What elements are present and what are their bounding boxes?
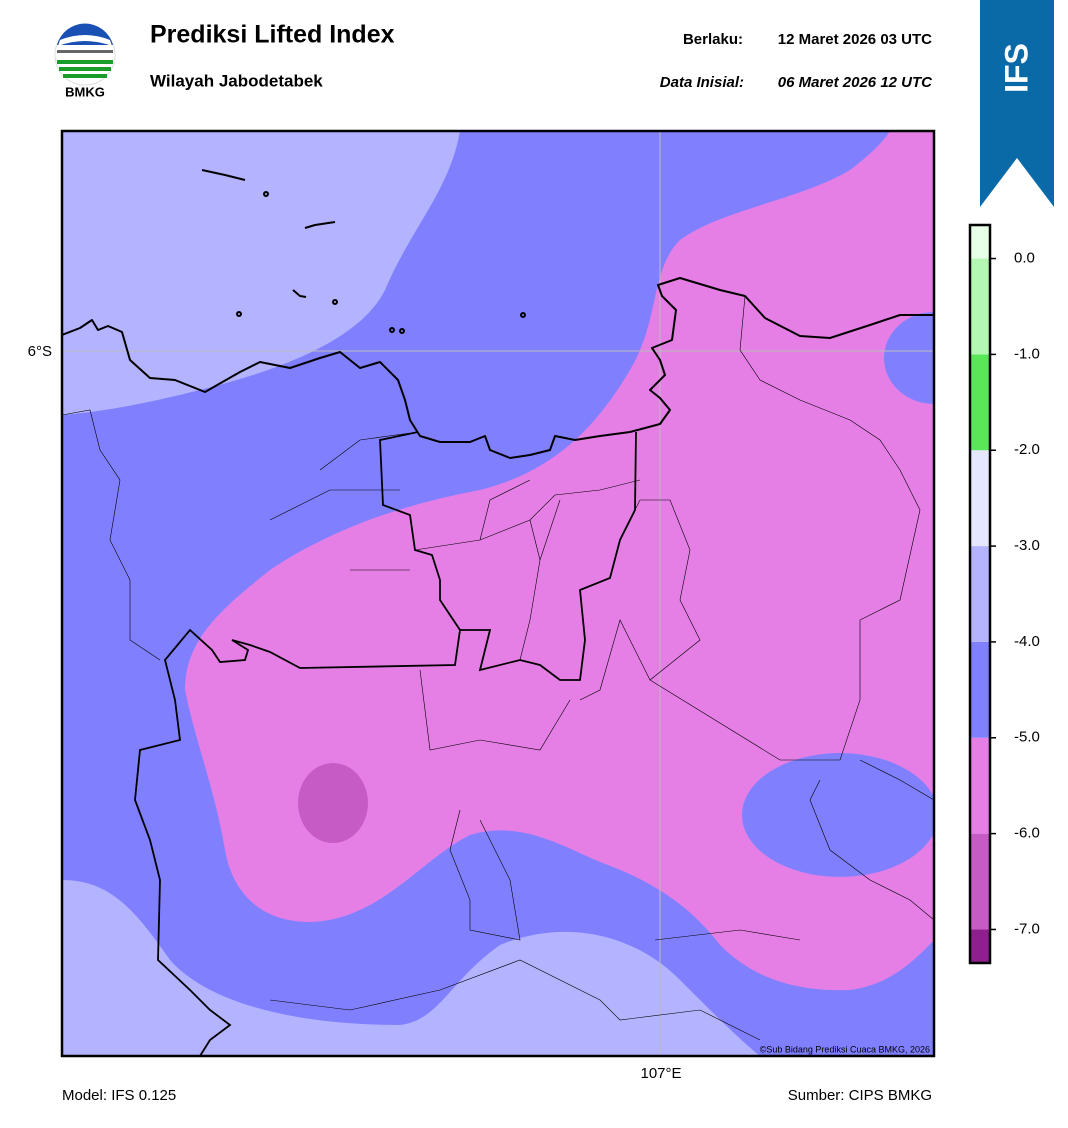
- colorbar-tick-label: -7.0: [1014, 920, 1040, 937]
- subtitle: Wilayah Jabodetabek: [150, 71, 323, 90]
- colorbar-band: [970, 354, 990, 451]
- regency-border: [62, 295, 934, 1041]
- field-region: [185, 131, 934, 991]
- island: [389, 327, 395, 333]
- colorbar-band: [970, 225, 990, 259]
- island: [332, 299, 338, 305]
- badge-text: IFS: [998, 43, 1034, 93]
- colorbar-band: [970, 737, 990, 834]
- colorbar-tick-label: -1.0: [1014, 345, 1040, 362]
- lat-label: 6°S: [28, 343, 52, 360]
- colorbar-tick-label: -5.0: [1014, 729, 1040, 746]
- colorbar-band: [970, 929, 990, 963]
- source: Sumber: CIPS BMKG: [788, 1087, 932, 1104]
- island: [263, 191, 269, 197]
- island: [201, 169, 246, 181]
- colorbar-tick-label: -4.0: [1014, 633, 1040, 650]
- map-frame: [60, 129, 936, 1058]
- colorbar-frame: [968, 223, 992, 965]
- province-border: [134, 431, 461, 1056]
- field-region: [298, 763, 368, 843]
- field-region: [742, 753, 934, 877]
- model: Model: IFS 0.125: [62, 1087, 176, 1104]
- island: [399, 328, 405, 334]
- colorbar-tick-label: -3.0: [1014, 537, 1040, 554]
- coastline: [62, 277, 934, 459]
- init-time: 06 Maret 2026 12 UTC: [778, 74, 933, 91]
- bmkg-logo: BMKG: [54, 23, 116, 99]
- colorbar-band: [970, 450, 990, 547]
- credit: ©Sub Bidang Prediksi Cuaca BMKG, 2026: [760, 1044, 930, 1054]
- colorbar-band: [970, 546, 990, 642]
- colorbar-band: [970, 641, 990, 738]
- lon-label: 107°E: [640, 1065, 681, 1082]
- map-fields: ©Sub Bidang Prediksi Cuaca BMKG, 2026: [62, 131, 934, 1056]
- island: [292, 289, 307, 298]
- init-label: Data Inisial:: [660, 74, 744, 91]
- valid-label: Berlaku:: [683, 31, 743, 48]
- colorbar: 0.0 -1.0 -2.0 -3.0 -4.0 -5.0 -6.0 -7.0: [968, 223, 1040, 965]
- field-region: [884, 312, 934, 404]
- island: [236, 311, 242, 317]
- colorbar-tick-label: -2.0: [1014, 441, 1040, 458]
- title: Prediksi Lifted Index: [150, 21, 395, 49]
- field-region: [62, 131, 460, 415]
- valid-time: 12 Maret 2026 03 UTC: [778, 31, 932, 48]
- field-region: [62, 880, 760, 1056]
- badge: [980, 0, 1054, 207]
- island: [520, 312, 526, 318]
- island: [304, 221, 336, 229]
- logo-text: BMKG: [65, 84, 105, 99]
- colorbar-tick-label: -6.0: [1014, 825, 1040, 842]
- colorbar-tick-label: 0.0: [1014, 250, 1035, 267]
- colorbar-band: [970, 833, 990, 930]
- colorbar-band: [970, 258, 990, 355]
